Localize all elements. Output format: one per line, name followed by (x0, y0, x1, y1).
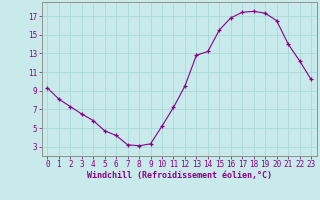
X-axis label: Windchill (Refroidissement éolien,°C): Windchill (Refroidissement éolien,°C) (87, 171, 272, 180)
